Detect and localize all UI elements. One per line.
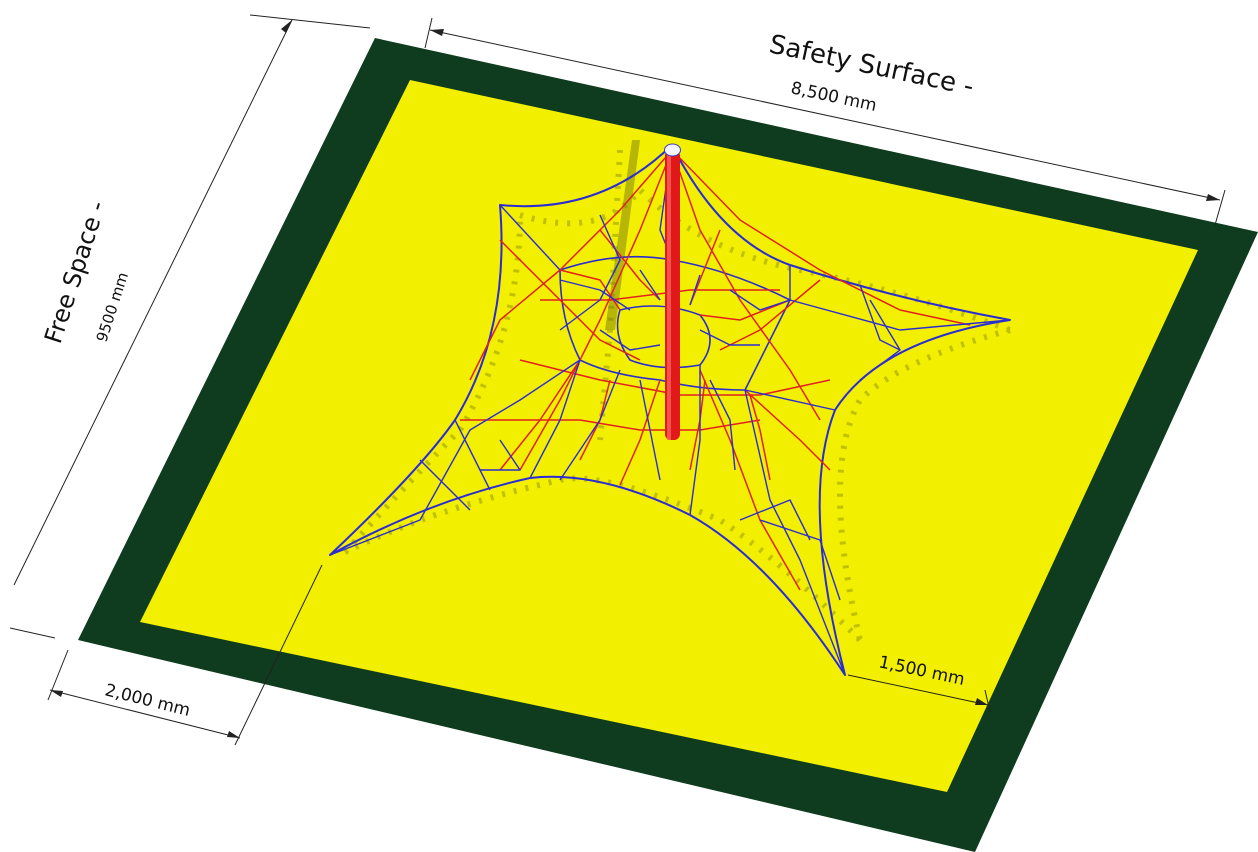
net-blue-strands (329, 144, 1011, 676)
pole-shadow (605, 140, 640, 330)
free-space-length: 9500 mm (93, 270, 132, 344)
climbing-net (329, 144, 1011, 676)
central-pole (664, 143, 681, 440)
